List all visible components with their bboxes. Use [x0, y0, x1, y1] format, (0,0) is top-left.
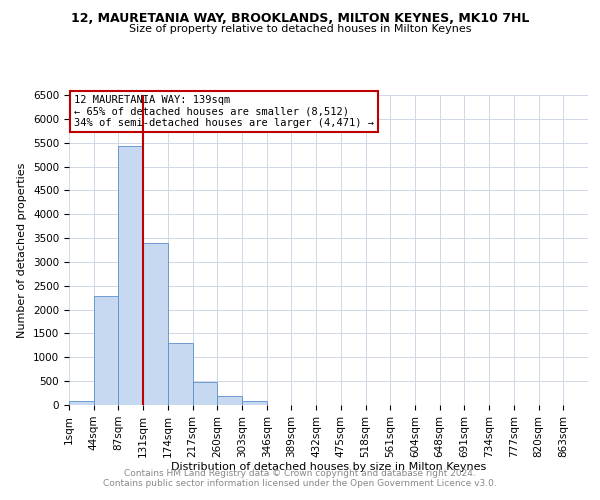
Text: Contains public sector information licensed under the Open Government Licence v3: Contains public sector information licen… — [103, 478, 497, 488]
Bar — [143, 244, 168, 405]
Bar — [118, 146, 143, 405]
Bar — [242, 400, 267, 405]
Y-axis label: Number of detached properties: Number of detached properties — [17, 162, 28, 338]
Bar — [193, 382, 217, 405]
X-axis label: Distribution of detached houses by size in Milton Keynes: Distribution of detached houses by size … — [171, 462, 486, 472]
Bar — [69, 402, 94, 405]
Bar — [168, 342, 193, 405]
Bar — [94, 296, 118, 405]
Text: Contains HM Land Registry data © Crown copyright and database right 2024.: Contains HM Land Registry data © Crown c… — [124, 468, 476, 477]
Text: 12 MAURETANIA WAY: 139sqm
← 65% of detached houses are smaller (8,512)
34% of se: 12 MAURETANIA WAY: 139sqm ← 65% of detac… — [74, 95, 374, 128]
Bar — [217, 396, 242, 405]
Text: Size of property relative to detached houses in Milton Keynes: Size of property relative to detached ho… — [129, 24, 471, 34]
Text: 12, MAURETANIA WAY, BROOKLANDS, MILTON KEYNES, MK10 7HL: 12, MAURETANIA WAY, BROOKLANDS, MILTON K… — [71, 12, 529, 26]
